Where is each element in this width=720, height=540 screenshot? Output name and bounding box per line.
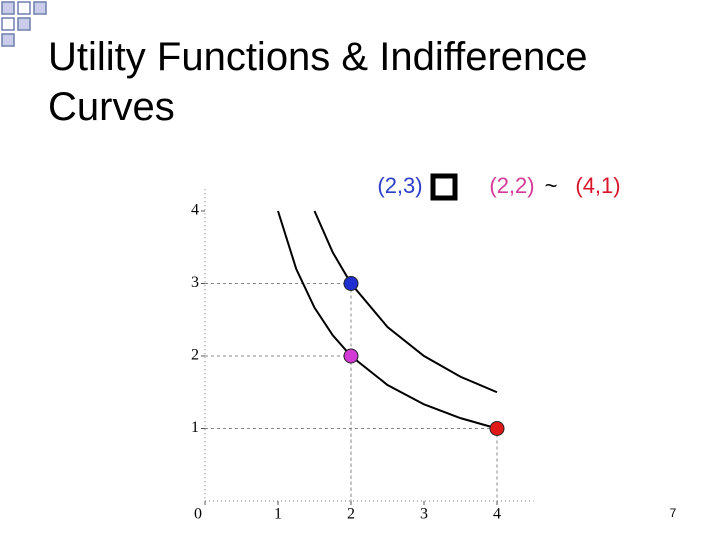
bundle-point [343,348,359,364]
preference-symbol [430,173,458,201]
y-tick-label: 4 [191,202,199,219]
y-tick-label: 2 [191,347,199,364]
bundle-point [343,276,359,291]
y-tick-label: 3 [191,274,199,291]
x-tick-label: 1 [274,506,282,523]
corner-decoration [1,1,47,47]
annotation-text: (2,2) [489,173,534,198]
x-tick-label: 4 [493,506,501,523]
indifference-curve [313,210,498,394]
y-tick-label: 1 [191,419,199,436]
annotation-text: (2,3) [377,173,422,198]
title-line: Utility Functions & Indifference [48,35,588,79]
indifference-curve [277,210,498,430]
page-number: 7 [670,506,677,520]
bundle-point [489,421,505,436]
annotation-text: ~ [545,173,558,198]
annotation-text: (4,1) [575,173,620,198]
x-tick-label: 2 [347,506,355,523]
x-tick-label: 0 [194,506,202,523]
x-tick-label: 3 [420,506,428,523]
title-line: Curves [48,85,175,129]
